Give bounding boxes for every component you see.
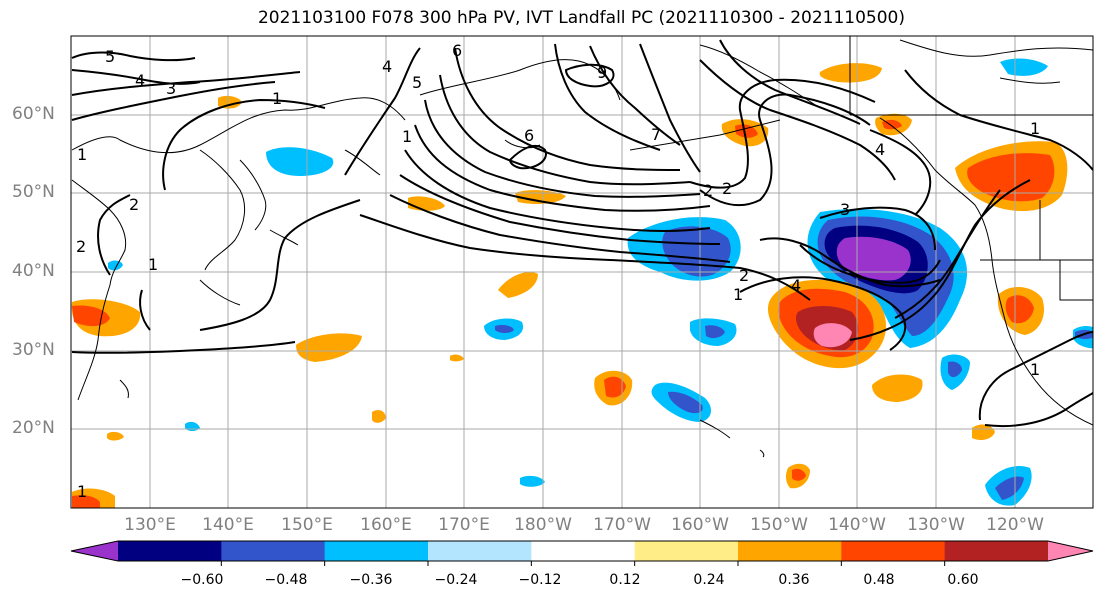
- colorbar-swatches: [71, 541, 1093, 561]
- colorbar-swatch: [944, 541, 1049, 561]
- contour-label: 1: [733, 285, 743, 304]
- lat-label: 20°N: [12, 418, 55, 438]
- contour-label: 2: [722, 179, 732, 198]
- contour-label: 2: [703, 181, 713, 200]
- lat-label: 30°N: [12, 340, 55, 360]
- contour-label: 1: [77, 482, 87, 501]
- contour-label: 4: [135, 71, 145, 90]
- colorbar-label: 0.60: [947, 572, 979, 588]
- contour-label: 5: [105, 47, 115, 66]
- contour-label: 5: [412, 73, 422, 92]
- lat-label: 60°N: [12, 104, 55, 124]
- colorbar-swatch: [841, 541, 946, 561]
- contour-label: 4: [791, 276, 801, 295]
- contour-label: 1: [148, 255, 158, 274]
- lon-label: 170°W: [593, 515, 651, 535]
- colorbar-label: −0.12: [518, 572, 562, 588]
- contour-label: 1: [402, 127, 412, 146]
- lon-label: 140°E: [202, 515, 254, 535]
- colorbar-swatch: [634, 541, 739, 561]
- contour-label: 7: [651, 125, 661, 144]
- colorbar-swatch: [221, 541, 326, 561]
- colorbar-swatch: [118, 541, 222, 561]
- lon-label: 170°E: [438, 515, 490, 535]
- colorbar-label: −0.60: [180, 572, 224, 588]
- colorbar-label: 0.12: [609, 572, 641, 588]
- contour-label: 1: [272, 89, 282, 108]
- lon-label: 150°E: [281, 515, 333, 535]
- lat-label: 50°N: [12, 182, 55, 202]
- pv-contours: [71, 39, 1093, 428]
- colorbar-swatch: [428, 541, 532, 561]
- lon-label: 180°W: [514, 515, 572, 535]
- colorbar-ticks: [220, 561, 946, 566]
- contour-label: 4: [382, 57, 392, 76]
- colorbar-swatch: [738, 541, 842, 561]
- coastlines: [71, 36, 1093, 458]
- contour-label: 2: [129, 195, 139, 214]
- lon-label: 120°W: [986, 515, 1044, 535]
- contour-label: 3: [166, 79, 176, 98]
- colorbar-swatch: [1048, 541, 1093, 561]
- contour-label: 9: [597, 63, 607, 82]
- colorbar-label: 0.36: [778, 572, 810, 588]
- colorbar-label: −0.48: [264, 572, 308, 588]
- colorbar-swatch: [324, 541, 429, 561]
- lon-label: 140°W: [828, 515, 886, 535]
- colorbar-swatch: [531, 541, 636, 561]
- colorbar-label: 0.24: [693, 572, 725, 588]
- lon-label: 160°E: [360, 515, 412, 535]
- map-title: 2021103100 F078 300 hPa PV, IVT Landfall…: [257, 8, 905, 28]
- lon-label: 150°W: [750, 515, 808, 535]
- contour-label: 1: [1030, 119, 1040, 138]
- contour-label: 6: [452, 41, 462, 60]
- lon-label: 130°W: [907, 515, 965, 535]
- colorbar-label: 0.48: [863, 572, 895, 588]
- map-frame: [70, 35, 1094, 509]
- colorbar-outline: [70, 540, 1094, 562]
- contour-label: 2: [739, 266, 749, 285]
- lat-label: 40°N: [12, 261, 55, 281]
- colorbar-label: −0.24: [434, 572, 478, 588]
- contour-label: 1: [1030, 360, 1040, 379]
- lon-label: 130°E: [124, 515, 176, 535]
- contour-label: 6: [524, 126, 534, 145]
- contour-label: 1: [77, 145, 87, 164]
- contour-label: 4: [875, 140, 885, 159]
- lon-label: 160°W: [671, 515, 729, 535]
- contour-label: 3: [840, 200, 850, 219]
- contour-labels: 5 4 3 1 1 2 1 2 1 4 5 6 9 6 7 2 2 1 3 2 …: [76, 41, 1040, 501]
- colorbar-swatch: [71, 541, 118, 561]
- colorbar-label: −0.36: [349, 572, 393, 588]
- colorbar: [70, 540, 1094, 566]
- contour-label: 2: [76, 237, 86, 256]
